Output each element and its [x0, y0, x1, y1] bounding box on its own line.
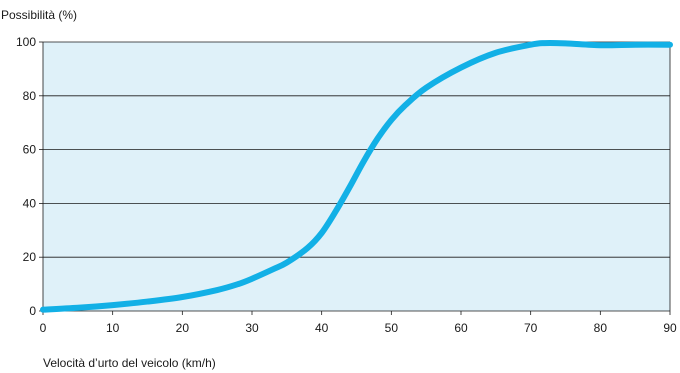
x-tick-label-80: 80 [594, 321, 608, 335]
y-tick-label-60: 60 [23, 143, 37, 157]
series-line [40, 39, 673, 313]
x-tick-label-90: 90 [663, 321, 677, 335]
x-tick-label-20: 20 [176, 321, 190, 335]
x-axis-ticks: 0 10 20 30 40 50 60 70 80 90 [40, 311, 677, 335]
x-tick-label-60: 60 [454, 321, 468, 335]
x-tick-label-50: 50 [385, 321, 399, 335]
y-tick-label-20: 20 [23, 250, 37, 264]
x-tick-label-0: 0 [40, 321, 47, 335]
y-tick-label-80: 80 [23, 89, 37, 103]
y-tick-label-100: 100 [16, 35, 36, 49]
x-tick-label-30: 30 [245, 321, 259, 335]
y-axis-title: Possibilità (%) [1, 8, 77, 22]
x-tick-label-40: 40 [315, 321, 329, 335]
x-axis-title: Velocità d’urto del veicolo (km/h) [43, 356, 216, 370]
y-tick-label-40: 40 [23, 196, 37, 210]
x-tick-label-70: 70 [524, 321, 538, 335]
y-tick-label-0: 0 [29, 304, 36, 318]
y-axis-ticks: 0 20 40 60 80 100 [16, 35, 43, 318]
x-tick-label-10: 10 [106, 321, 120, 335]
